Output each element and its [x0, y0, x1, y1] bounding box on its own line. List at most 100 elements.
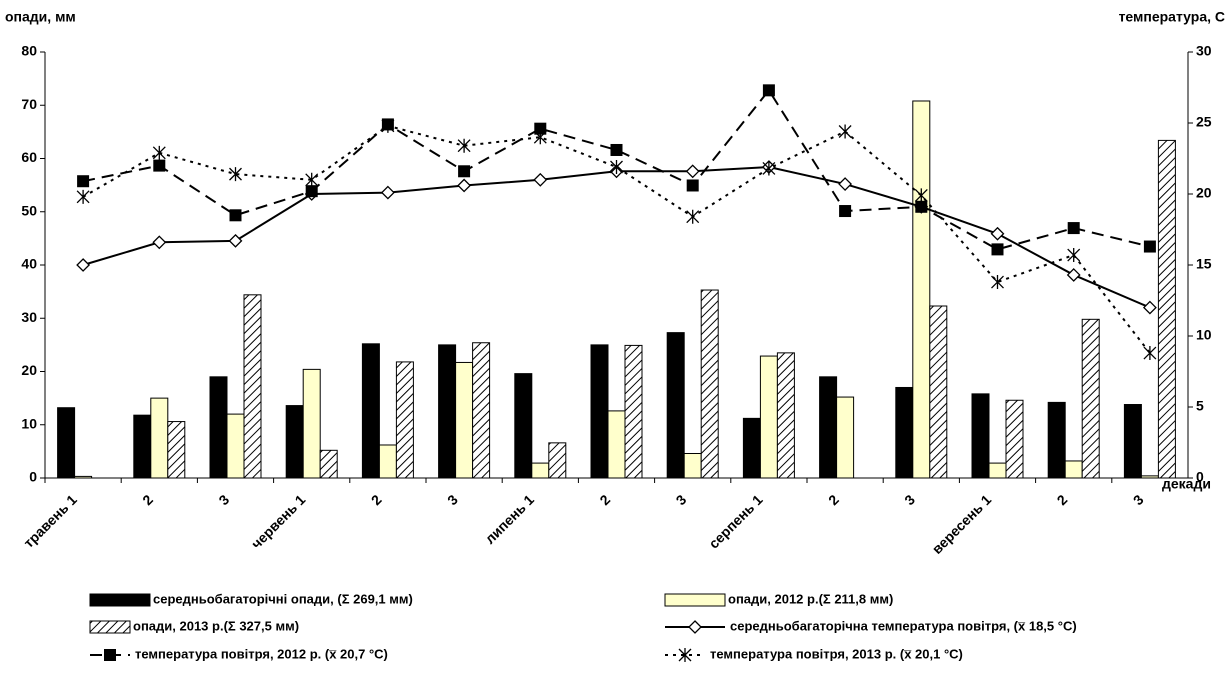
bar — [624, 344, 643, 479]
marker — [1067, 222, 1080, 235]
marker — [610, 160, 623, 175]
bar — [971, 393, 990, 479]
x-tick-label: серпень 1 — [705, 491, 765, 551]
y-tick-label: 30 — [21, 309, 37, 325]
line — [82, 88, 1151, 251]
y2-tick-label: 5 — [1196, 398, 1204, 414]
bar — [531, 462, 550, 479]
bar — [514, 373, 533, 479]
bar — [1081, 318, 1100, 479]
y-tick-label: 50 — [21, 202, 37, 218]
marker — [762, 84, 775, 97]
y-tick-label: 60 — [21, 149, 37, 165]
bar — [1123, 404, 1142, 479]
legend-swatch — [89, 593, 151, 607]
y2-tick-label: 20 — [1196, 185, 1212, 201]
x-tick-label: травень 1 — [20, 491, 80, 551]
marker — [991, 275, 1004, 290]
bar — [929, 305, 948, 479]
line — [82, 166, 1151, 309]
y-tick-label: 40 — [21, 256, 37, 272]
marker — [76, 189, 90, 204]
marker — [1143, 346, 1157, 361]
bar — [1005, 399, 1024, 479]
legend-label: температура повітря, 2013 р. (x̅ 20,1 °C… — [710, 646, 963, 661]
bar — [167, 421, 186, 479]
y-tick-label: 70 — [21, 96, 37, 112]
y-tick-label: 0 — [29, 469, 37, 485]
bar — [895, 386, 914, 479]
x-tick-label: липень 1 — [482, 491, 538, 547]
marker — [839, 205, 852, 218]
marker — [76, 258, 91, 272]
y2-axis-title: температура, С — [1119, 9, 1225, 25]
x-tick-label: вересень 1 — [929, 491, 995, 557]
marker — [305, 172, 319, 187]
bar — [150, 397, 169, 479]
marker — [1067, 248, 1081, 263]
x-tick-label: 2 — [596, 491, 613, 508]
marker — [305, 185, 318, 198]
x-tick-label: 3 — [215, 491, 232, 508]
marker — [1142, 300, 1157, 315]
x-tick-label: 2 — [139, 491, 156, 508]
bar — [226, 413, 245, 479]
legend-label: опади, 2012 р.(Σ 211,8 мм) — [728, 591, 893, 606]
bar — [700, 289, 719, 479]
marker — [380, 185, 395, 200]
marker — [153, 159, 166, 172]
x-tick-label: 3 — [444, 491, 461, 508]
bar — [548, 442, 567, 479]
bar — [988, 462, 1007, 479]
bar — [133, 414, 152, 479]
y2-tick-label: 0 — [1196, 469, 1204, 485]
bar — [378, 444, 397, 479]
marker — [152, 235, 167, 250]
y2-tick-label: 15 — [1196, 256, 1212, 272]
bar — [1140, 475, 1159, 479]
x-tick-label: 2 — [825, 491, 842, 508]
marker — [152, 145, 166, 160]
bar — [455, 361, 474, 479]
bar — [776, 352, 795, 479]
marker — [838, 124, 852, 139]
x-tick-label: 3 — [901, 491, 918, 508]
marker — [762, 161, 776, 176]
marker — [381, 118, 395, 133]
y-tick-label: 10 — [21, 415, 37, 431]
marker — [915, 200, 928, 213]
bar — [683, 453, 702, 479]
marker — [458, 165, 471, 178]
y2-tick-label: 25 — [1196, 114, 1212, 130]
legend-swatch — [89, 620, 131, 634]
bar — [472, 342, 491, 479]
legend-marker — [678, 648, 692, 662]
bar — [836, 396, 855, 479]
legend-label: середньобагаторічна температура повітря,… — [730, 618, 1077, 633]
bar — [590, 344, 609, 479]
marker — [686, 209, 700, 224]
legend-marker — [104, 649, 116, 661]
bar — [395, 361, 414, 479]
x-axis-title: декади — [1162, 476, 1211, 492]
line — [82, 124, 1151, 354]
bar — [74, 475, 93, 479]
bar — [759, 355, 778, 479]
marker — [914, 188, 928, 203]
bar — [1064, 460, 1083, 479]
bar — [302, 368, 321, 479]
bar — [607, 410, 626, 479]
marker — [610, 143, 623, 156]
marker — [686, 179, 699, 192]
bar — [912, 100, 931, 479]
legend-label: температура повітря, 2012 р. (x̅ 20,7 °C… — [135, 646, 388, 661]
marker — [533, 172, 548, 187]
marker — [991, 243, 1004, 256]
marker — [1066, 268, 1081, 282]
marker — [1143, 240, 1156, 253]
marker — [77, 175, 90, 188]
bar — [438, 344, 457, 479]
marker — [685, 164, 700, 179]
marker — [229, 167, 242, 182]
